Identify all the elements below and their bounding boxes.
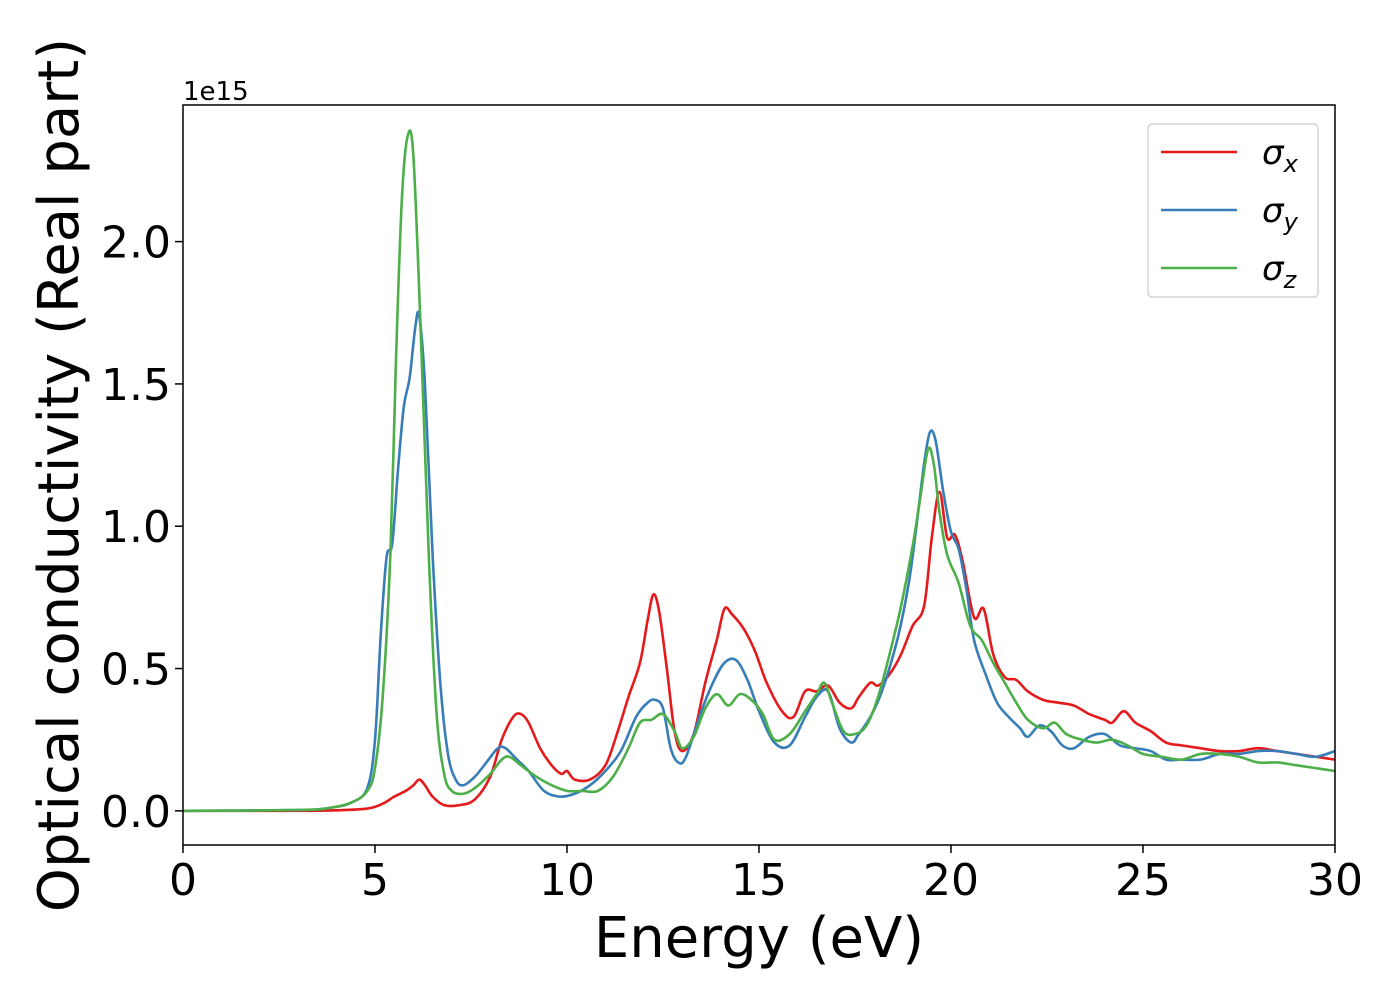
plot-lines — [182, 129, 1336, 813]
series-line-y — [182, 310, 1336, 813]
x-axis-label: Energy (eV) — [594, 906, 924, 971]
legend-label-y: σy — [1262, 191, 1299, 236]
legend-label-z: σz — [1262, 249, 1298, 294]
y-tick-label: 0.0 — [101, 787, 171, 838]
x-tick-label: 0 — [169, 855, 197, 906]
x-tick-label: 5 — [361, 855, 389, 906]
series-line-x — [182, 490, 1336, 813]
y-axis-label: Optical conductivity (Real part) — [27, 38, 92, 912]
x-tick-label: 15 — [731, 855, 787, 906]
x-tick-label: 30 — [1307, 855, 1363, 906]
y-tick-label: 1.5 — [101, 360, 171, 411]
y-tick-label: 2.0 — [101, 218, 171, 269]
y-tick-label: 0.5 — [101, 645, 171, 696]
x-tick-label: 20 — [923, 855, 979, 906]
y-tick-label: 1.0 — [101, 502, 171, 553]
x-tick-label: 10 — [539, 855, 595, 906]
legend-label-x: σx — [1262, 133, 1299, 178]
legend: σx σy σz — [1147, 123, 1319, 298]
x-tick-label: 25 — [1115, 855, 1171, 906]
y-offset-label: 1e15 — [183, 77, 249, 107]
axis-ticks: 0 5 10 15 20 25 30 0.0 0.5 1.0 1.5 2.0 — [101, 218, 1363, 906]
series-line-z — [182, 129, 1336, 813]
